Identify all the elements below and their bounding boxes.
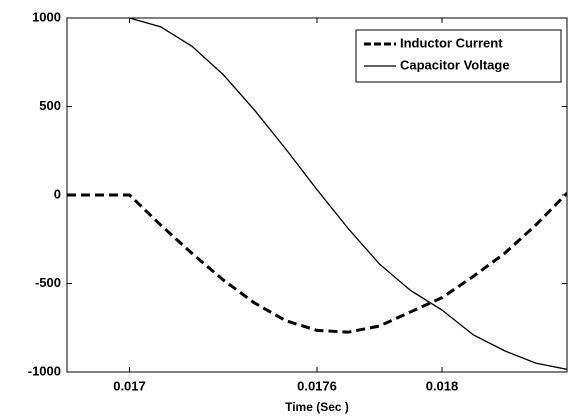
series-line [129, 18, 567, 370]
y-tick-label: -500 [35, 275, 61, 290]
x-tick-label: 0.0176 [297, 378, 337, 393]
y-tick-label: 0 [54, 186, 61, 201]
x-tick-label: 0.017 [113, 378, 146, 393]
x-axis-label: Time (Sec ) [285, 400, 349, 414]
legend-label: Capacitor Voltage [400, 57, 510, 72]
series-line [67, 192, 567, 334]
y-tick-label: 500 [39, 98, 61, 113]
x-tick-label: 0.018 [426, 378, 459, 393]
legend-box [355, 29, 562, 83]
y-tick-label: 1000 [32, 9, 61, 24]
y-tick-label: -1000 [28, 363, 61, 378]
legend-label: Inductor Current [400, 35, 503, 50]
